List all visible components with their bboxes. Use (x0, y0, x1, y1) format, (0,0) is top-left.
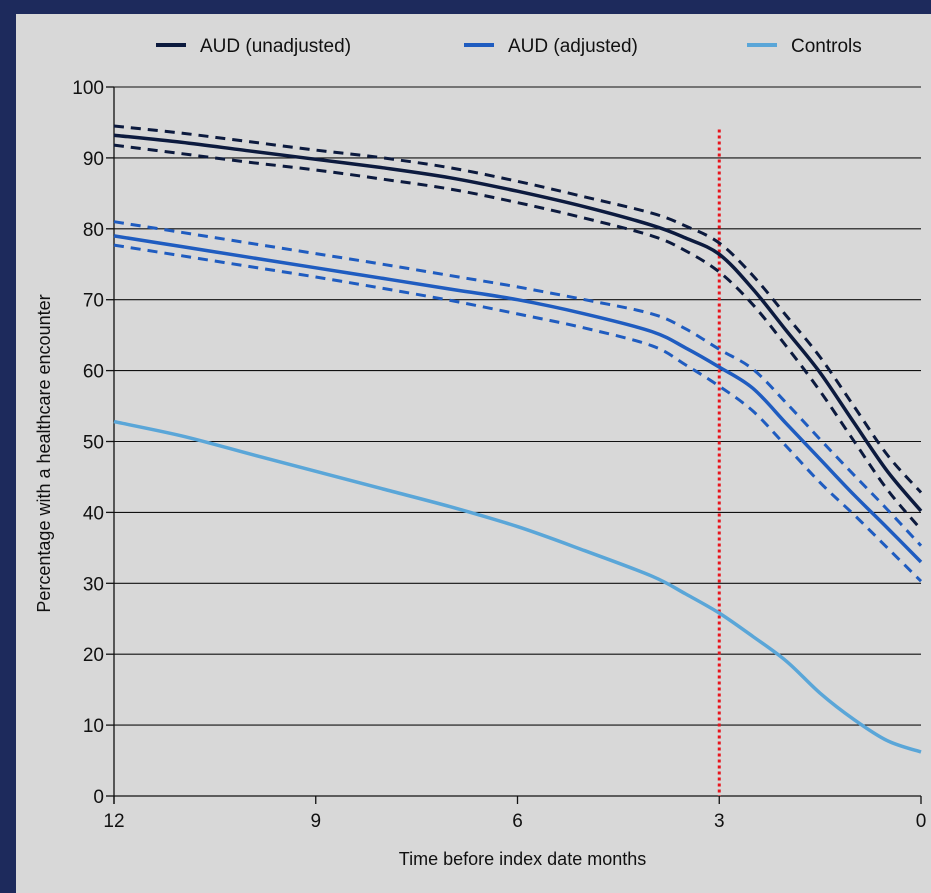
y-tick-label: 30 (83, 574, 104, 595)
series-group (113, 124, 923, 754)
y-tick-label: 40 (83, 503, 104, 524)
series-aud-adjusted-line (113, 234, 923, 564)
y-tick-label: 90 (83, 149, 104, 170)
x-tick-label: 6 (512, 811, 523, 832)
y-tick-label: 10 (83, 716, 104, 737)
series-aud-adjusted-lower-ci (113, 243, 923, 583)
series-aud-unadjusted-upper-ci (113, 124, 923, 494)
x-tick-label: 12 (103, 811, 124, 832)
y-axis-title: Percentage with a healthcare encounter (34, 294, 54, 612)
series-aud-unadjusted-line (113, 133, 923, 513)
series-controls-line (113, 419, 922, 754)
legend-label-aud-adjusted: AUD (adjusted) (508, 36, 638, 57)
y-tick-label: 20 (83, 645, 104, 666)
x-axis-ticks: 12 9 6 3 0 (103, 796, 926, 832)
y-tick-label: 60 (83, 362, 104, 383)
x-axis-title: Time before index date months (399, 849, 646, 869)
x-tick-label: 0 (916, 811, 927, 832)
legend-label-aud-unadjusted: AUD (unadjusted) (200, 36, 351, 57)
y-axis-ticks: 0 10 20 30 40 50 60 70 80 90 100 (72, 78, 114, 808)
gridlines (114, 86, 921, 726)
y-tick-label: 70 (83, 291, 104, 312)
series-aud-unadjusted-lower-ci (113, 143, 923, 531)
y-tick-label: 80 (83, 220, 104, 241)
y-tick-label: 0 (93, 787, 104, 808)
x-tick-label: 9 (310, 811, 321, 832)
y-tick-label: 50 (83, 433, 104, 454)
legend-label-controls: Controls (791, 36, 862, 57)
chart-panel: 0 10 20 30 40 50 60 70 80 90 100 12 9 6 3 0 AUD (unadj… (16, 14, 931, 893)
y-tick-label: 100 (72, 78, 104, 99)
series-aud-adjusted-upper-ci (113, 220, 923, 547)
x-tick-label: 3 (714, 811, 725, 832)
legend: AUD (unadjusted) AUD (adjusted) Controls (156, 36, 862, 57)
